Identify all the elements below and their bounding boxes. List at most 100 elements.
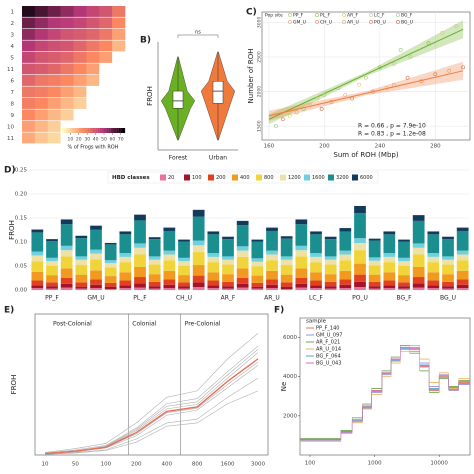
bar-segment bbox=[75, 235, 88, 239]
bar-segment bbox=[148, 256, 161, 260]
bar-segment bbox=[456, 254, 469, 261]
bar-segment bbox=[222, 286, 234, 289]
row-label: 10 bbox=[7, 124, 14, 130]
confidence-band bbox=[268, 61, 464, 121]
bar-segment bbox=[442, 239, 454, 257]
heat-cell bbox=[34, 40, 49, 52]
bar-segment bbox=[46, 288, 58, 290]
bar-segment bbox=[207, 231, 220, 235]
bar-segment bbox=[148, 237, 161, 240]
legend-swatch bbox=[396, 13, 400, 17]
bar-segment bbox=[251, 261, 264, 267]
legend-label: 3200 bbox=[336, 175, 349, 181]
heat-cell bbox=[86, 121, 100, 132]
bar-segment bbox=[222, 256, 234, 260]
bar-segment bbox=[148, 239, 161, 257]
bar-segment bbox=[178, 282, 190, 287]
heat-cell bbox=[22, 63, 36, 75]
heat-cell bbox=[34, 63, 49, 75]
row-label: 9 bbox=[11, 113, 15, 119]
legend-label: AR_U bbox=[347, 20, 359, 26]
line bbox=[44, 345, 259, 454]
bar-segment bbox=[266, 250, 278, 255]
bar-segment bbox=[148, 264, 161, 275]
bar-segment bbox=[207, 256, 220, 263]
legend-swatch bbox=[342, 20, 346, 24]
legend-title: Pop site bbox=[265, 13, 283, 19]
legend-swatch bbox=[342, 13, 346, 17]
bar-segment bbox=[222, 288, 234, 290]
bar-segment bbox=[148, 288, 161, 290]
point bbox=[287, 113, 292, 118]
bar-segment bbox=[60, 278, 73, 284]
legend-label: PP_F bbox=[293, 13, 304, 19]
row-label: 6 bbox=[11, 78, 15, 84]
bar-segment bbox=[354, 281, 366, 288]
fit-line bbox=[268, 70, 464, 117]
heat-cell bbox=[86, 132, 100, 144]
heat-cell bbox=[112, 17, 126, 29]
point bbox=[308, 103, 313, 108]
bar-segment bbox=[104, 263, 117, 268]
bar-segment bbox=[31, 261, 44, 272]
point bbox=[301, 106, 306, 111]
heat-cell bbox=[47, 52, 61, 63]
legend-label: 1600 bbox=[312, 175, 325, 181]
x-tick-label: 10 bbox=[42, 462, 49, 468]
point bbox=[343, 93, 348, 97]
heat-cell bbox=[47, 121, 61, 132]
heat-cell bbox=[60, 109, 74, 121]
bar-segment bbox=[134, 287, 146, 290]
bar-segment bbox=[456, 230, 469, 251]
bar-segment bbox=[266, 288, 278, 290]
bar-segment bbox=[119, 231, 132, 235]
bar-segment bbox=[295, 219, 308, 225]
bar-segment bbox=[398, 257, 410, 262]
line bbox=[44, 377, 259, 455]
bar-segment bbox=[163, 227, 176, 231]
bar-segment bbox=[427, 256, 440, 263]
bar-segment bbox=[90, 253, 102, 260]
row-label: 5 bbox=[11, 55, 15, 61]
bar-segment bbox=[368, 240, 381, 258]
colorbar-step bbox=[74, 128, 77, 133]
bar-segment bbox=[398, 241, 410, 258]
legend-swatch bbox=[328, 174, 334, 181]
x-tick-label: 1600 bbox=[221, 462, 235, 468]
heat-cell bbox=[34, 109, 49, 121]
legend-label: BG_F_064 bbox=[316, 354, 341, 360]
legend-box bbox=[107, 171, 379, 184]
row-label: 11 bbox=[7, 136, 14, 142]
bar-segment bbox=[60, 245, 73, 251]
bar-segment bbox=[236, 283, 249, 288]
y-axis-label: FROH bbox=[8, 220, 16, 240]
line bbox=[44, 358, 259, 455]
bar-segment bbox=[251, 266, 264, 276]
bar-segment bbox=[427, 253, 440, 257]
heat-cell bbox=[99, 98, 113, 109]
bar-segment bbox=[324, 288, 337, 290]
bar-segment bbox=[280, 265, 293, 275]
colorbar-tick-label: 40 bbox=[93, 137, 99, 143]
bar-segment bbox=[280, 289, 293, 290]
bar-segment bbox=[119, 253, 132, 257]
bar-segment bbox=[310, 234, 322, 254]
bar-segment bbox=[368, 274, 381, 282]
point bbox=[364, 75, 368, 80]
bar-segment bbox=[75, 259, 88, 266]
row-label: 7 bbox=[11, 90, 15, 96]
bar-segment bbox=[60, 283, 73, 288]
y-tick-label: 2000 bbox=[283, 413, 297, 419]
heat-cell bbox=[34, 52, 49, 63]
plot-bg bbox=[299, 317, 471, 456]
fit-line bbox=[268, 28, 464, 120]
heat-cell bbox=[60, 17, 74, 29]
bar-segment bbox=[178, 241, 190, 258]
heat-cell bbox=[60, 6, 74, 17]
legend-swatch bbox=[369, 13, 373, 17]
bar-segment bbox=[31, 251, 44, 256]
bar-segment bbox=[148, 274, 161, 282]
bar-segment bbox=[236, 278, 249, 284]
bar-segment bbox=[368, 281, 381, 287]
